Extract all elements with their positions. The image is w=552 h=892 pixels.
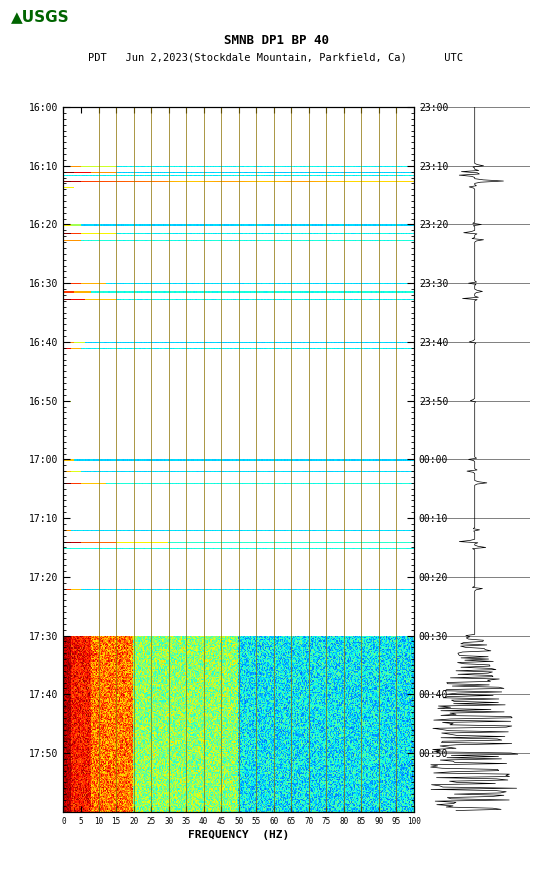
X-axis label: FREQUENCY  (HZ): FREQUENCY (HZ) [188, 830, 289, 839]
Text: SMNB DP1 BP 40: SMNB DP1 BP 40 [224, 34, 328, 46]
Text: PDT   Jun 2,2023(Stockdale Mountain, Parkfield, Ca)      UTC: PDT Jun 2,2023(Stockdale Mountain, Parkf… [88, 53, 464, 63]
Text: ▲USGS: ▲USGS [11, 9, 70, 24]
